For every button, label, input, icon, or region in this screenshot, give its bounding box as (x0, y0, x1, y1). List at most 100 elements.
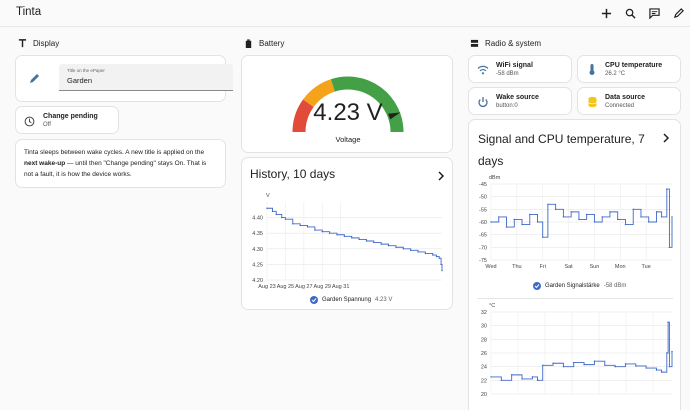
title-input-field[interactable]: Title on the ePaper Garden (59, 64, 233, 91)
server-icon (470, 39, 479, 47)
data-point (585, 213, 588, 216)
x-tick-label: Mon (615, 264, 626, 270)
assist-chat-icon[interactable] (645, 4, 663, 22)
data-point (266, 207, 268, 209)
gauge-orange-segment (303, 79, 336, 108)
change-pending-label: Change pending (43, 113, 98, 120)
y-tick-label: -55 (479, 207, 487, 213)
x-tick-label: Aug 27 (295, 284, 312, 290)
x-tick-label: Sun (590, 264, 600, 270)
data-point (547, 203, 549, 205)
data-point (343, 235, 346, 238)
y-tick-label: 4.25 (252, 262, 263, 268)
data-point (660, 216, 663, 218)
y-tick-label: -50 (479, 195, 487, 201)
y-tick-label: -45 (479, 182, 487, 188)
data-point (328, 232, 331, 234)
data-point (671, 350, 673, 353)
gauge-needle (388, 112, 401, 120)
data-point (593, 221, 596, 223)
data-point (299, 224, 301, 227)
title-text-card: Title on the ePaper Garden (15, 55, 233, 102)
data-point (490, 376, 492, 378)
cpu-temperature-chart: °C32 30 28 26 24 22 20 (481, 303, 673, 398)
series-line (491, 188, 673, 248)
chevron-right-icon[interactable] (437, 171, 445, 181)
gauge-red-segment (292, 99, 314, 133)
cpu-temperature-tile[interactable]: CPU temperature 26.2 °C (577, 55, 681, 83)
data-point (531, 376, 534, 378)
voltage-gauge-card[interactable]: 4.23 V Voltage (241, 55, 453, 153)
data-point (667, 321, 669, 323)
data-point (583, 363, 585, 366)
data-point (402, 248, 405, 250)
chevron-right-icon[interactable] (662, 133, 670, 143)
signal-legend-name: Garden Signalstärke (545, 283, 600, 289)
history-title: History, 10 days (250, 167, 336, 181)
battery-history-card[interactable]: History, 10 days V 4.40 4.35 4.30 4.25 4.20 Au… (241, 157, 453, 310)
y-tick-label: 20 (481, 392, 487, 398)
data-point (668, 246, 671, 249)
add-icon[interactable] (597, 4, 615, 22)
data-point (275, 213, 277, 216)
data-point (632, 208, 634, 211)
data-point (432, 254, 434, 256)
x-tick-label: Aug 31 (332, 284, 349, 290)
y-tick-label: 24 (481, 365, 487, 371)
wake-source-tile[interactable]: Wake source button:0 (468, 87, 572, 115)
history-legend[interactable]: Garden Spannung 4.23 V (310, 296, 392, 304)
data-point (510, 374, 513, 376)
battery-section-title: Battery (259, 39, 285, 48)
y-tick-label: 30 (481, 324, 487, 330)
data-point (441, 269, 443, 272)
data-point (645, 367, 647, 369)
data-point (271, 210, 274, 213)
y-tick-label: 4.30 (252, 247, 263, 253)
change-pending-tile[interactable]: Change pending Off (15, 106, 119, 134)
top-app-bar: Tinta (0, 0, 690, 27)
gauge-label: Voltage (335, 135, 361, 144)
data-point (409, 249, 412, 252)
signal-temperature-card[interactable]: Signal and CPU temperature, 7 days dBm -4… (468, 119, 681, 410)
note-text-1: Tinta sleeps between wake cycles. A new … (24, 149, 205, 156)
history-legend-value: 4.23 V (375, 297, 393, 303)
data-point (365, 240, 368, 242)
title-input-value[interactable]: Garden (67, 76, 93, 85)
data-point (542, 236, 544, 238)
data-point (552, 362, 554, 364)
data-point (671, 216, 673, 218)
data-point (321, 230, 323, 233)
data-point (336, 234, 338, 236)
edit-pencil-icon[interactable] (669, 4, 687, 22)
search-icon[interactable] (621, 4, 639, 22)
y-tick-label: -70 (479, 245, 487, 251)
info-note-card: Tinta sleeps between wake cycles. A new … (15, 139, 226, 188)
x-tick-label: Fri (540, 264, 546, 270)
data-point (417, 251, 419, 253)
radio-section-heading: Radio & system (470, 39, 541, 48)
data-source-tile[interactable]: Data source Connected (577, 87, 681, 115)
wifi-signal-tile[interactable]: WiFi signal -58 dBm (468, 55, 572, 83)
history-legend-name: Garden Spannung (322, 297, 372, 303)
y-tick-label: -65 (479, 233, 487, 239)
text-format-icon (18, 39, 27, 48)
data-point (435, 255, 438, 258)
data-point (604, 364, 606, 366)
display-section-heading: Display (18, 39, 59, 48)
signal-legend[interactable]: Garden Signalstärke -58 dBm (533, 282, 626, 290)
wifi-label: WiFi signal (496, 62, 533, 69)
signal-legend-value: -58 dBm (603, 283, 627, 289)
data-point (351, 237, 353, 239)
data-point (314, 229, 316, 231)
x-tick-label: Aug 29 (314, 284, 331, 290)
gauge-green-segment (330, 76, 404, 133)
data-point (358, 238, 360, 241)
data-point (395, 246, 397, 248)
battery-section-heading: Battery (244, 39, 284, 48)
y-tick-label: 32 (481, 310, 487, 316)
chart-divider (477, 298, 673, 299)
data-point (536, 379, 539, 382)
data-point (624, 363, 627, 365)
data-point (306, 226, 309, 228)
